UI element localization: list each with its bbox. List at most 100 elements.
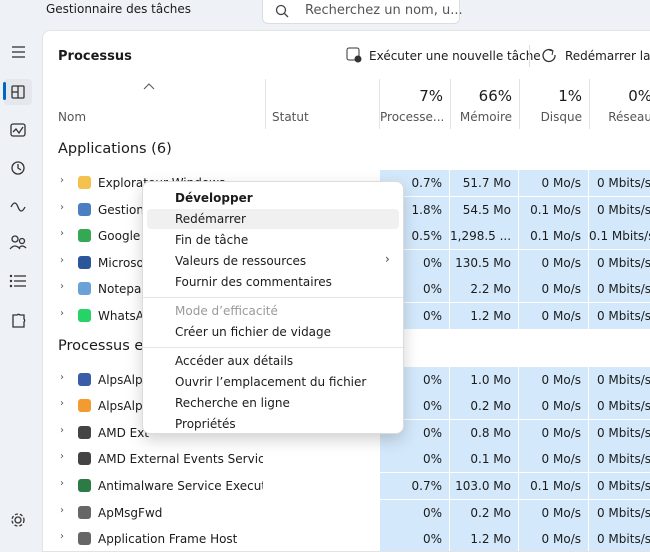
process-name: AlpsAlpin [98, 399, 154, 414]
app-icon [78, 229, 91, 243]
menu-item[interactable]: Développer [175, 191, 253, 205]
run-new-task[interactable]: Exécuter une nouvelle tâche [369, 49, 541, 63]
col-total: 66% [478, 87, 512, 105]
metric-cell: 0.2 Mo [450, 499, 519, 526]
app-icon [78, 176, 91, 189]
app-icon [78, 282, 91, 296]
menu-separator [143, 347, 403, 348]
process-row[interactable]: › Gestionn 1.8% 54.5 Mo 0.1 Mo/s 0 Mbits/s [43, 196, 650, 223]
menu-hover [147, 209, 399, 229]
menu-item[interactable]: Valeurs de ressources [175, 254, 307, 268]
search-icon [275, 4, 289, 18]
metric-cell: 0.1 Mo/s [519, 196, 589, 223]
app-icon [78, 479, 91, 492]
metric-cell: 0 Mbits/s [589, 170, 650, 196]
app-title: Gestionnaire des tâches [46, 2, 192, 16]
col-name: Nom [58, 110, 87, 124]
nav-rail [3, 46, 32, 527]
col-separator [379, 79, 380, 129]
process-name: AlpsAlpin [98, 372, 154, 387]
process-name: Application Frame Host [98, 532, 238, 547]
restart-task[interactable]: Redémarrer la tâ [565, 49, 650, 63]
metric-cell: 130.5 Mo [450, 249, 519, 276]
metric-cell: 0 Mbits/s [589, 419, 650, 446]
expand-chevron: › [60, 281, 64, 293]
metric-cell: 0 Mbits/s [589, 393, 650, 420]
task-manager: Gestionnaire des tâches Recherchez un no… [3, 0, 650, 552]
metric-cell: 0% [380, 499, 450, 526]
process-row[interactable]: › ApMsgFwd 0% 0.2 Mo 0 Mo/s 0 Mbits/s [43, 499, 650, 526]
col-separator [265, 79, 266, 129]
group-title: Processus en [58, 337, 153, 354]
process-name: AMD Ext [98, 425, 150, 440]
process-row[interactable]: › Application Frame Host 0% 1.2 Mo 0 Mo/s 0 M… [43, 526, 650, 551]
expand-chevron: › [60, 371, 64, 383]
process-row[interactable]: › Antimalware Service Executable 0.7%103.0… [43, 473, 650, 499]
col-separator [519, 79, 520, 129]
metric-cell: 0 Mo/s [519, 303, 589, 329]
app-icon [78, 309, 91, 322]
page: Gestionnaire des tâches {"header": {"tit… [3, 0, 650, 552]
metric-cell: 0 Mo/s [519, 366, 589, 393]
menu-separator [143, 297, 403, 298]
process-row[interactable]: › AlpsAlpin 0% 1.0 Mo 0 Mo/s 0 Mbits/s [43, 366, 650, 393]
process-name: ApMsgFwd [98, 505, 163, 520]
col-status: Statut [272, 110, 309, 124]
app-icon [78, 399, 91, 413]
metric-cell: 0 Mo/s [519, 276, 589, 303]
col-label: Processe... [380, 110, 443, 124]
expand-chevron: › [60, 398, 64, 410]
process-row[interactable]: › AMD External Events Service ... 0%0.1 Mo… [43, 446, 650, 473]
process-name: AMD External Events Service ... [98, 452, 263, 467]
process-row[interactable]: › AMD Ext 0% 0.8 Mo 0 Mo/s 0 Mbits/s [43, 419, 650, 446]
metric-cell: 2.2 Mo [450, 276, 519, 303]
process-row[interactable]: › Notepad 0% 2.2 Mo 0 Mo/s 0 Mbits/s [43, 276, 650, 303]
menu-item: Mode d’efficacité [175, 304, 278, 318]
metric-cell: 0 Mbits/s [589, 303, 650, 329]
process-name: Microsof [98, 255, 149, 270]
process-name: Antimalware Service Executable [98, 479, 263, 493]
metric-cell: 0.1 Mo/s [519, 223, 589, 250]
menu-item[interactable]: Ouvrir l’emplacement du fichier [175, 375, 367, 389]
col-total: 0% [628, 87, 650, 105]
page-title: Processus [58, 49, 132, 64]
metric-cell: 0.1 Mbits/s [589, 223, 650, 250]
metric-cell: 1.0 Mo [450, 366, 519, 393]
col-total: 1% [558, 87, 582, 105]
metric-cell: 0 Mbits/s [589, 446, 650, 473]
app-icon [78, 255, 91, 269]
expand-chevron: › [60, 228, 64, 240]
expand-chevron: › [60, 504, 64, 516]
process-name: Notepad [98, 282, 149, 297]
expand-chevron: › [60, 308, 64, 319]
toolbar-separator [529, 45, 530, 67]
group-title: Applications (6) [58, 141, 172, 157]
metric-cell: 0 Mo/s [519, 526, 589, 551]
menu-item[interactable]: Redémarrer [175, 212, 246, 226]
col-separator [450, 79, 451, 129]
metric-cell: 1,298.5 ... [450, 223, 519, 250]
col-label: Disque [540, 110, 582, 124]
metric-cell: 103.0 Mo [450, 473, 519, 499]
process-row[interactable]: › Microsof 0% 130.5 Mo 0 Mo/s 0 Mbits/s [43, 249, 650, 276]
search-box[interactable]: Recherchez un nom, u... [262, 0, 463, 24]
app-icon [78, 532, 91, 546]
context-menu: Développer Redémarrer Fin de tâche Valeurs … [142, 181, 404, 434]
run-icon [346, 47, 362, 63]
menu-item[interactable]: Créer un fichier de vidage [175, 325, 332, 339]
metric-cell: 0.2 Mo [450, 393, 519, 420]
metric-cell: 0 Mo/s [519, 446, 589, 473]
menu-item[interactable]: Fin de tâche [175, 233, 249, 247]
metric-cell: 0 Mo/s [519, 419, 589, 446]
menu-item[interactable]: Propriétés [175, 417, 236, 431]
process-name: WhatsAp [98, 309, 152, 323]
col-label: Mémoire [459, 110, 512, 124]
expand-chevron: › [60, 175, 64, 186]
metric-cell: 0 Mo/s [519, 170, 589, 196]
process-name: Gestionn [98, 202, 152, 217]
metric-cell: 1.2 Mo [450, 526, 519, 551]
menu-item[interactable]: Fournir des commentaires [175, 275, 332, 289]
metric-cell: 0 Mbits/s [589, 276, 650, 303]
menu-item[interactable]: Recherche en ligne [175, 396, 290, 410]
menu-item[interactable]: Accéder aux détails [175, 354, 294, 368]
